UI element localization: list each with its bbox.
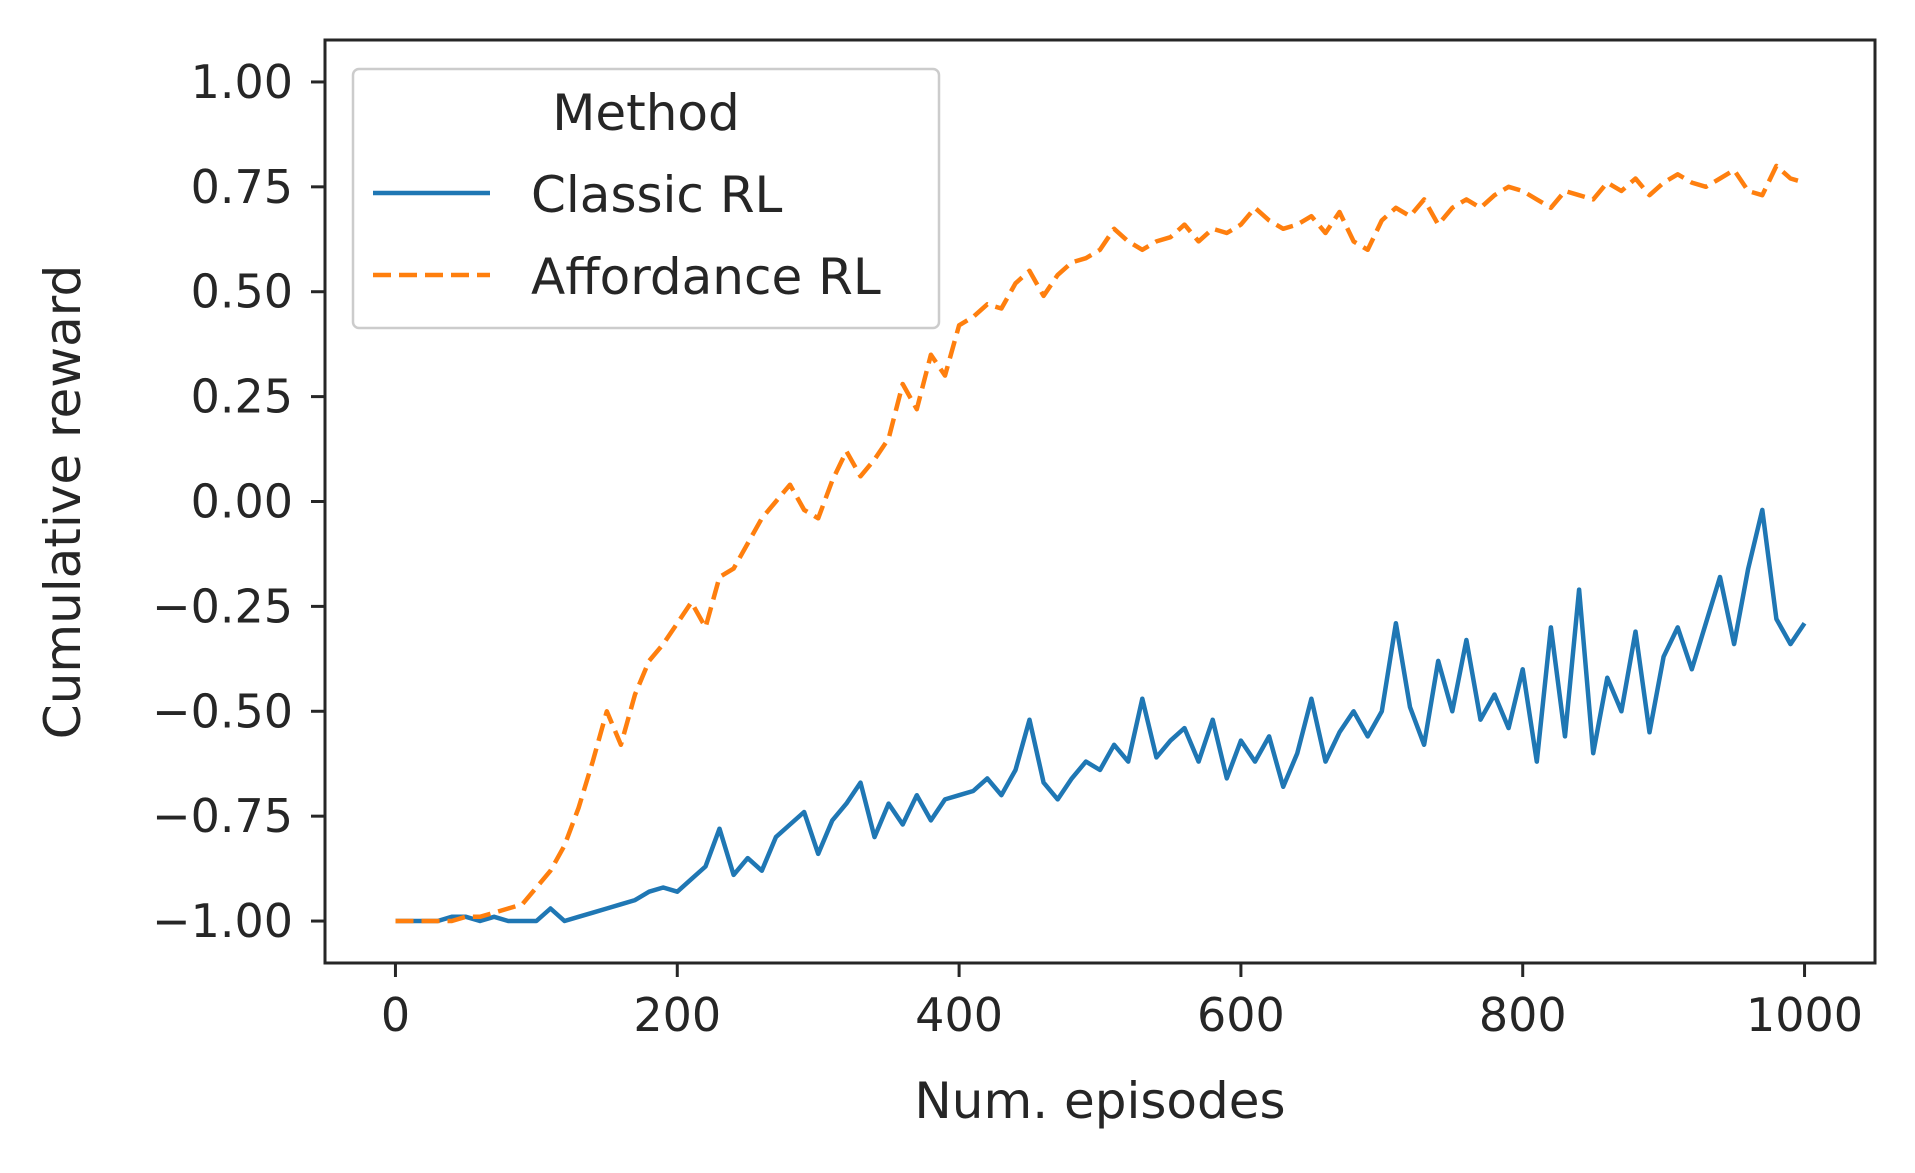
x-tick-label: 200 [633, 988, 721, 1042]
y-tick-label: 1.00 [191, 55, 293, 109]
series-line-affordance-rl [395, 163, 1806, 924]
y-tick-label: 0.75 [191, 160, 293, 214]
y-tick-label: −0.50 [152, 684, 293, 738]
y-axis: 1.00 0.75 0.50 0.25 0.00 −0.25 −0.50 −0.75 −1.00 [152, 55, 325, 948]
series-layer [395, 163, 1807, 924]
x-tick-label: 600 [1197, 988, 1285, 1042]
x-tick-label: 1000 [1746, 988, 1863, 1042]
legend-label-affordance-rl: Affordance RL [531, 248, 881, 306]
y-tick-label: −0.75 [152, 789, 293, 843]
y-tick-label: −1.00 [152, 894, 293, 948]
x-axis-label: Num. episodes [914, 1072, 1285, 1130]
y-tick-label: 0.50 [191, 265, 293, 319]
x-tick-label: 800 [1479, 988, 1567, 1042]
series-line-classic-rl [395, 507, 1807, 924]
y-tick-label: 0.00 [191, 475, 293, 529]
legend: Method Classic RL Affordance RL [351, 67, 941, 330]
legend-box [351, 67, 941, 330]
x-axis: 0 200 400 600 800 1000 [381, 963, 1863, 1042]
x-tick-label: 400 [915, 988, 1003, 1042]
legend-label-classic-rl: Classic RL [531, 166, 783, 224]
y-tick-label: 0.25 [191, 370, 293, 424]
x-tick-label: 0 [381, 988, 410, 1042]
legend-title: Method [552, 84, 740, 142]
y-tick-label: −0.25 [152, 579, 293, 633]
y-axis-label: Cumulative reward [34, 265, 92, 739]
